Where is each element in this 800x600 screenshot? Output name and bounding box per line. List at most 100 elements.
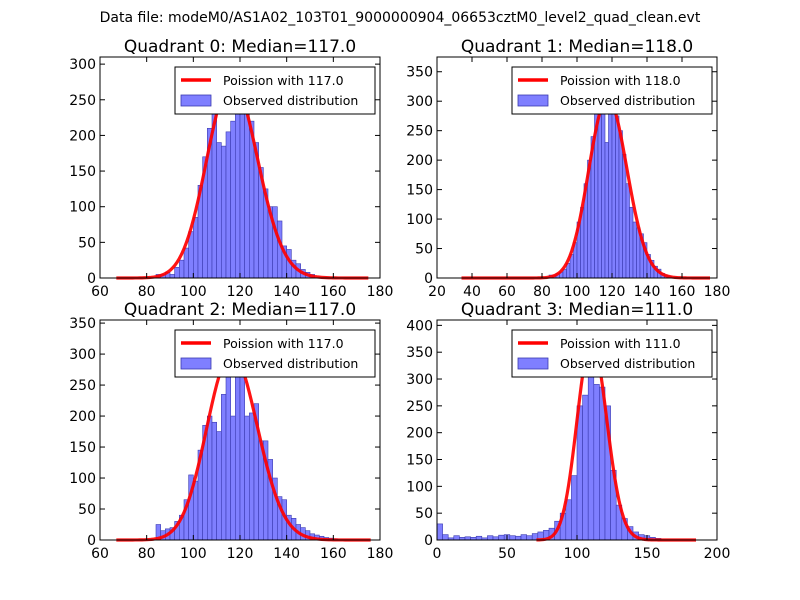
figure-suptitle: Data file: modeM0/AS1A02_103T01_90000009… bbox=[100, 10, 701, 26]
histogram-bar bbox=[216, 431, 222, 541]
x-tick-label: 200 bbox=[704, 546, 731, 562]
histogram-bar bbox=[179, 259, 185, 279]
x-tick-label: 140 bbox=[634, 284, 661, 300]
histogram-bar bbox=[174, 267, 180, 279]
histogram-bar bbox=[207, 415, 213, 541]
y-tick-label: 100 bbox=[69, 471, 96, 487]
histogram-bar bbox=[618, 130, 623, 279]
x-tick-label: 140 bbox=[273, 284, 300, 300]
x-tick-label: 120 bbox=[227, 546, 254, 562]
y-tick-label: 200 bbox=[406, 153, 433, 169]
histogram-bar bbox=[230, 415, 236, 541]
histogram-bar bbox=[601, 112, 606, 279]
y-tick-label: 100 bbox=[406, 479, 433, 495]
histogram-bar bbox=[225, 131, 231, 279]
histogram-bar bbox=[509, 535, 516, 541]
histogram-bar bbox=[515, 535, 522, 541]
histogram-bar bbox=[571, 475, 578, 541]
quadrant-1-histogram bbox=[548, 77, 672, 279]
x-tick-label: 180 bbox=[367, 284, 394, 300]
x-tick-label: 0 bbox=[433, 546, 442, 562]
x-tick-label: 60 bbox=[91, 546, 109, 562]
y-tick-label: 350 bbox=[69, 316, 96, 332]
x-tick-label: 50 bbox=[498, 546, 516, 562]
y-tick-label: 250 bbox=[406, 124, 433, 140]
legend-bar-swatch bbox=[180, 94, 212, 107]
x-tick-label: 120 bbox=[599, 284, 626, 300]
quadrant-1-legend: Poission with 118.0 Observed distribution bbox=[511, 66, 713, 115]
histogram-bar bbox=[169, 274, 175, 279]
x-tick-label: 160 bbox=[320, 546, 347, 562]
histogram-bar bbox=[211, 421, 217, 541]
histogram-bar bbox=[520, 534, 527, 541]
legend-line-label: Poission with 117.0 bbox=[223, 73, 344, 88]
y-tick-label: 250 bbox=[69, 378, 96, 394]
histogram-bar bbox=[625, 183, 630, 279]
y-tick-label: 200 bbox=[69, 128, 96, 144]
y-tick-label: 350 bbox=[406, 345, 433, 361]
histogram-bar bbox=[582, 394, 589, 541]
histogram-bar bbox=[615, 115, 620, 279]
quadrant-0-histogram bbox=[155, 67, 315, 279]
histogram-bar bbox=[244, 415, 250, 541]
y-tick-label: 350 bbox=[406, 65, 433, 81]
histogram-bar bbox=[587, 367, 595, 541]
legend-bar-swatch bbox=[517, 94, 549, 107]
x-tick-label: 160 bbox=[320, 284, 347, 300]
histogram-bar bbox=[193, 217, 199, 279]
histogram-bar bbox=[597, 100, 602, 279]
histogram-bar bbox=[526, 535, 533, 541]
y-tick-label: 250 bbox=[69, 93, 96, 109]
x-tick-label: 100 bbox=[180, 284, 207, 300]
histogram-bar bbox=[475, 535, 483, 541]
x-tick-label: 60 bbox=[91, 284, 109, 300]
histogram-bar bbox=[453, 535, 460, 541]
y-tick-label: 100 bbox=[69, 200, 96, 216]
x-tick-label: 80 bbox=[138, 284, 156, 300]
x-tick-label: 20 bbox=[428, 284, 446, 300]
x-tick-label: 160 bbox=[669, 284, 696, 300]
y-tick-label: 400 bbox=[406, 318, 433, 334]
histogram-bar bbox=[216, 142, 222, 279]
y-tick-label: 0 bbox=[424, 533, 433, 549]
histogram-bar bbox=[611, 103, 616, 279]
histogram-bar bbox=[487, 535, 494, 541]
histogram-bar bbox=[183, 247, 189, 279]
histogram-bar bbox=[593, 384, 600, 541]
x-tick-label: 60 bbox=[498, 284, 516, 300]
x-tick-label: 100 bbox=[180, 546, 207, 562]
y-tick-label: 150 bbox=[406, 183, 433, 199]
y-tick-label: 150 bbox=[69, 164, 96, 180]
histogram-bar bbox=[235, 110, 241, 279]
y-tick-label: 250 bbox=[406, 399, 433, 415]
histogram-bar bbox=[249, 412, 255, 541]
histogram-bar bbox=[230, 120, 236, 279]
quadrant-0-panel: Quadrant 0: Median=117.0 60 80 100 120 140 160… bbox=[69, 37, 393, 300]
y-tick-label: 50 bbox=[415, 506, 433, 522]
legend-line-label: Poission with 111.0 bbox=[560, 336, 681, 351]
legend-bar-label: Observed distribution bbox=[560, 93, 695, 108]
x-tick-label: 140 bbox=[273, 546, 300, 562]
y-tick-label: 0 bbox=[87, 533, 96, 549]
histogram-bar bbox=[436, 523, 443, 541]
quadrant-2-title: Quadrant 2: Median=117.0 bbox=[124, 300, 356, 320]
quadrant-1-title: Quadrant 1: Median=118.0 bbox=[461, 37, 693, 57]
x-tick-label: 120 bbox=[227, 284, 254, 300]
quadrant-2-panel: Quadrant 2: Median=117.0 60 80 100 120 140 160… bbox=[69, 300, 393, 562]
histogram-bar bbox=[221, 394, 227, 541]
histogram-bar bbox=[225, 369, 231, 541]
histogram-bar bbox=[221, 145, 227, 279]
y-tick-label: 300 bbox=[69, 347, 96, 363]
y-tick-label: 50 bbox=[78, 235, 96, 251]
x-tick-label: 100 bbox=[564, 284, 591, 300]
histogram-bar bbox=[498, 534, 505, 541]
quadrant-0-legend: Poission with 117.0 Observed distribution bbox=[174, 66, 376, 115]
quadrant-2-legend: Poission with 117.0 Observed distribution bbox=[174, 329, 376, 378]
x-tick-label: 180 bbox=[704, 284, 731, 300]
legend-bar-label: Observed distribution bbox=[223, 356, 358, 371]
histogram-bar bbox=[565, 499, 572, 541]
y-tick-label: 200 bbox=[69, 409, 96, 425]
y-tick-label: 200 bbox=[406, 426, 433, 442]
x-tick-label: 80 bbox=[533, 284, 551, 300]
